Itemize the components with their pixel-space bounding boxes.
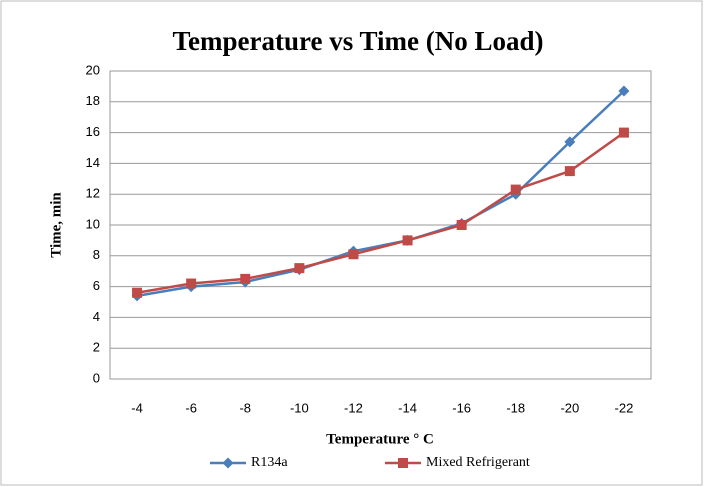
chart-title: Temperature vs Time (No Load)	[173, 26, 544, 56]
y-tick-label: 14	[86, 155, 100, 170]
legend-marker	[398, 458, 408, 468]
x-tick-label: -18	[506, 400, 525, 415]
x-tick-label: -8	[239, 400, 251, 415]
legend-marker	[222, 457, 234, 469]
point	[564, 136, 576, 148]
legend-label: R134a	[251, 455, 288, 470]
x-tick-label: -14	[398, 400, 417, 415]
y-tick-label: 4	[93, 309, 100, 324]
series-line	[136, 90, 625, 298]
x-tick-label: -22	[615, 400, 634, 415]
x-tick-label: -16	[452, 400, 471, 415]
series-line	[136, 131, 625, 294]
y-tick-label: 8	[93, 247, 100, 262]
x-tick-label: -4	[131, 400, 143, 415]
point	[186, 278, 197, 289]
y-tick-label: 2	[93, 340, 100, 355]
point	[240, 273, 251, 284]
y-axis-label: Time, min	[48, 192, 64, 258]
y-tick-label: 0	[93, 370, 100, 385]
point	[618, 127, 629, 138]
y-tick-label: 16	[86, 124, 100, 139]
point	[456, 220, 467, 230]
y-tick-label: 12	[86, 186, 100, 201]
y-tick-label: 20	[86, 62, 100, 77]
y-tick-label: 18	[86, 93, 100, 108]
y-tick-label: 6	[93, 278, 100, 293]
x-axis-label: Temperature ° C	[326, 431, 434, 447]
point	[402, 235, 413, 246]
point	[348, 249, 359, 260]
x-tick-label: -6	[185, 400, 197, 415]
point	[510, 184, 521, 195]
plot-border	[109, 70, 652, 380]
x-tick-label: -10	[290, 400, 309, 415]
point	[294, 263, 305, 274]
point	[132, 287, 143, 298]
legend-label: Mixed Refrigerant	[426, 455, 530, 470]
x-tick-label: -20	[560, 400, 579, 415]
x-tick-label: -12	[344, 400, 363, 415]
point	[618, 85, 630, 97]
y-tick-label: 10	[86, 216, 100, 231]
point	[564, 166, 575, 177]
